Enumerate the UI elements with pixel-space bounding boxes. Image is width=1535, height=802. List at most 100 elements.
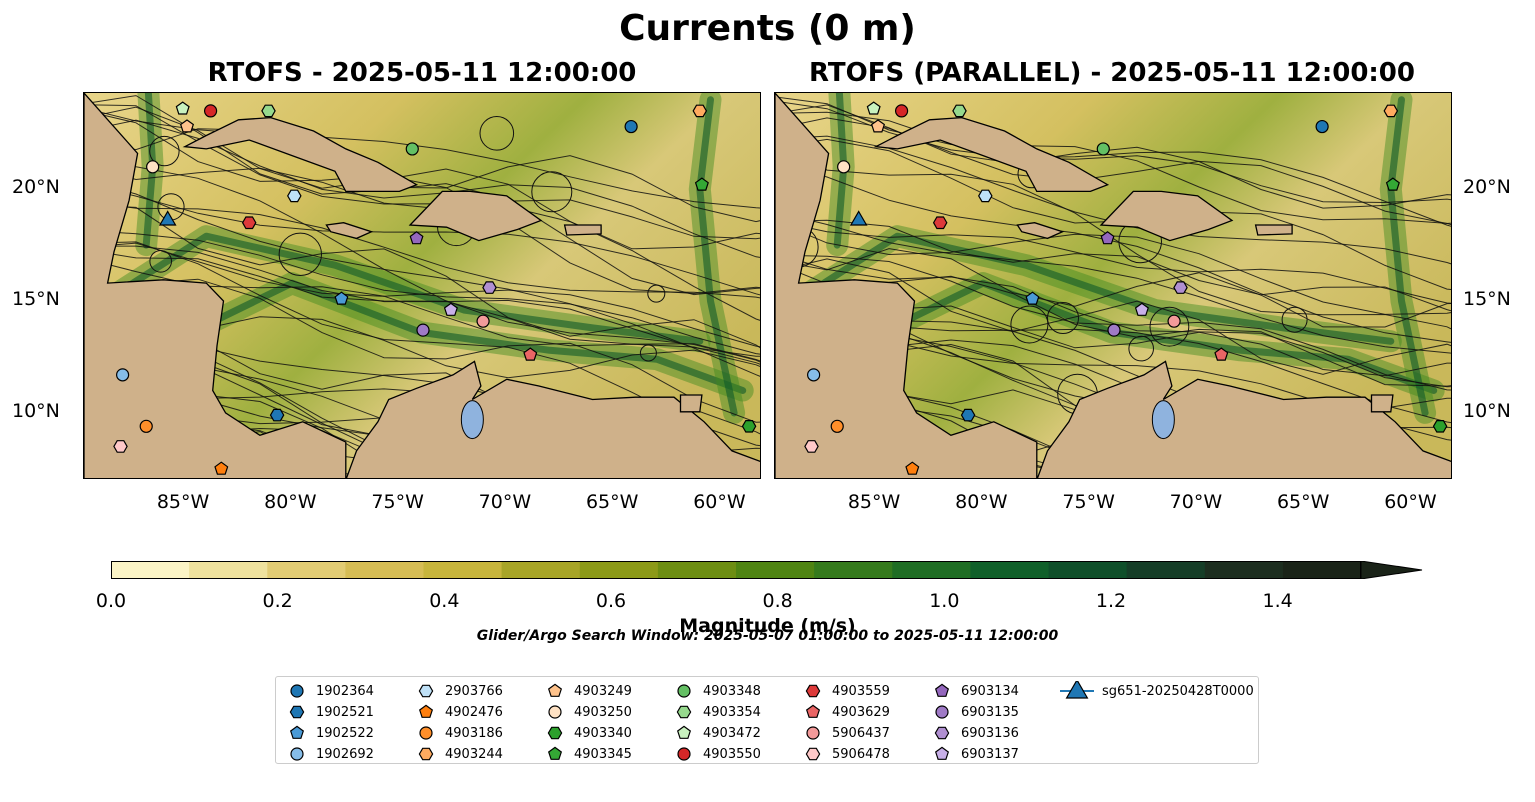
legend-marker xyxy=(290,684,304,698)
legend-marker-icon xyxy=(547,746,563,760)
legend-marker xyxy=(548,705,562,719)
legend-label: 4902476 xyxy=(445,704,503,720)
map-panel-rtofs xyxy=(83,92,761,479)
colorbar-segment xyxy=(736,561,815,579)
land-jamaica xyxy=(325,222,374,240)
legend-item: 2903766 xyxy=(415,681,503,701)
float-marker xyxy=(175,101,190,115)
legend-marker-icon xyxy=(547,726,563,740)
land xyxy=(84,93,760,478)
legend-label: 4903550 xyxy=(703,746,761,762)
land-hispaniola xyxy=(408,190,543,242)
colorbar-extend-arrow xyxy=(1360,561,1423,579)
colorbar-segment xyxy=(892,561,971,579)
legend-marker xyxy=(934,683,950,697)
colorbar-segment xyxy=(1204,561,1284,579)
float-marker xyxy=(866,101,881,115)
float-marker xyxy=(932,216,948,230)
float-marker xyxy=(269,408,285,422)
legend-marker xyxy=(805,704,821,718)
float-marker xyxy=(523,347,538,361)
lon-tick-label: 75°W xyxy=(371,491,424,513)
legend-label: 6903136 xyxy=(961,725,1019,741)
legend-item: 1902522 xyxy=(286,723,374,743)
land-puerto-rico xyxy=(1254,224,1293,236)
legend-marker xyxy=(677,747,691,761)
colorbar-segment xyxy=(657,561,737,579)
legend-item: 5906478 xyxy=(802,744,890,764)
legend-marker-icon xyxy=(548,705,562,719)
legend-label: 4903559 xyxy=(832,683,890,699)
legend-label: 4903340 xyxy=(574,725,632,741)
float-marker xyxy=(1432,420,1448,433)
float-marker xyxy=(952,104,967,118)
legend-item: 4903472 xyxy=(673,723,761,743)
float-marker xyxy=(1385,177,1400,191)
legend-item: 4903348 xyxy=(673,681,761,701)
land-hispaniola xyxy=(1099,190,1234,242)
panel-title-left: RTOFS - 2025-05-11 12:00:00 xyxy=(207,58,637,88)
float-marker xyxy=(1315,119,1329,134)
land-cuba xyxy=(873,116,1110,193)
colorbar-tick-label: 0.0 xyxy=(95,590,127,612)
land-cuba xyxy=(182,116,419,193)
colorbar-segment xyxy=(579,561,659,579)
legend-item: 4903559 xyxy=(802,681,890,701)
float-marker xyxy=(261,104,276,118)
float-marker xyxy=(482,281,497,294)
colorbar-tick-label: 1.2 xyxy=(1095,590,1127,612)
colorbar-tick-label: 0.2 xyxy=(262,590,293,612)
legend-marker-icon xyxy=(805,704,821,718)
legend-marker xyxy=(418,704,434,718)
land-jamaica xyxy=(1016,222,1065,240)
land-trinidad xyxy=(1370,394,1394,413)
legend-marker-icon xyxy=(289,725,305,739)
colorbar-tick-label: 0.4 xyxy=(429,590,460,612)
colorbar-segment xyxy=(267,561,346,579)
legend: 1902364 1902521 1902522 1902692 2903766 49024… xyxy=(275,676,1259,764)
float-marker xyxy=(241,216,257,230)
legend-marker-icon xyxy=(677,684,691,698)
float-marker xyxy=(1173,281,1188,294)
colorbar-segment xyxy=(970,561,1049,579)
lat-tick-label: 15°N xyxy=(12,288,60,311)
land xyxy=(775,93,1451,478)
legend-item: 4903550 xyxy=(673,744,761,764)
legend-item: 4903249 xyxy=(544,681,632,701)
legend-item: 1902364 xyxy=(286,681,374,701)
float-marker xyxy=(837,160,851,174)
lon-tick-label: 75°W xyxy=(1062,491,1115,513)
legend-marker xyxy=(547,683,563,697)
legend-label: 4903345 xyxy=(574,746,632,762)
float-marker xyxy=(960,408,976,422)
legend-marker xyxy=(805,684,821,698)
legend-marker xyxy=(289,705,305,719)
legend-marker-icon xyxy=(290,747,304,761)
legend-label: 4903186 xyxy=(445,725,503,741)
legend-label: 1902521 xyxy=(316,704,374,720)
map-canvas-left xyxy=(84,93,760,478)
legend-marker-icon xyxy=(805,684,821,698)
legend-marker-icon xyxy=(806,726,820,740)
legend-marker-icon xyxy=(677,747,691,761)
legend-label: 4903250 xyxy=(574,704,632,720)
legend-marker-icon xyxy=(676,705,692,719)
legend-label: sg651-20250428T0000 xyxy=(1102,683,1254,699)
lon-tick-label: 65°W xyxy=(1276,491,1330,513)
float-markers xyxy=(804,101,1448,475)
lon-tick-label: 70°W xyxy=(1169,491,1223,513)
legend-label: 4903354 xyxy=(703,704,761,720)
legend-item: 6903134 xyxy=(931,681,1019,701)
legend-marker xyxy=(289,725,305,739)
legend-marker-icon xyxy=(934,726,950,740)
legend-marker xyxy=(418,684,434,698)
legend-marker xyxy=(676,725,692,739)
legend-marker xyxy=(806,726,820,740)
float-marker xyxy=(334,291,349,305)
float-marker xyxy=(405,142,419,156)
colorbar-segment xyxy=(1282,561,1362,579)
legend-marker xyxy=(805,747,821,761)
float-marker xyxy=(443,302,458,316)
lon-tick-label: 60°W xyxy=(1384,491,1437,513)
land-central-america xyxy=(84,93,347,478)
